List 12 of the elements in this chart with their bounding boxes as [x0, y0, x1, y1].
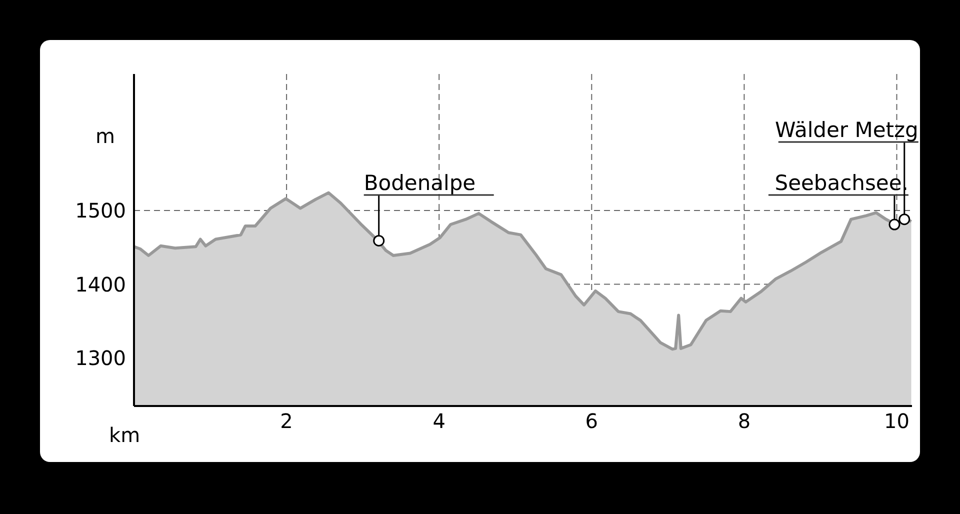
annotation: Bodenalpe: [364, 171, 476, 195]
annotation: Wälder Metzg: [775, 118, 918, 142]
y-axis-title: m: [96, 124, 115, 148]
y-tick-label: 1300: [75, 346, 126, 370]
x-tick-label: 4: [432, 409, 446, 434]
x-axis-title: km: [109, 423, 140, 448]
y-tick-label: 1500: [75, 198, 126, 223]
x-tick-label: 10: [884, 409, 910, 434]
y-tick-label: 1400: [75, 272, 126, 296]
x-tick-label: 6: [585, 409, 598, 434]
x-tick-label: 2: [280, 409, 293, 434]
x-tick-label: 8: [738, 409, 751, 434]
